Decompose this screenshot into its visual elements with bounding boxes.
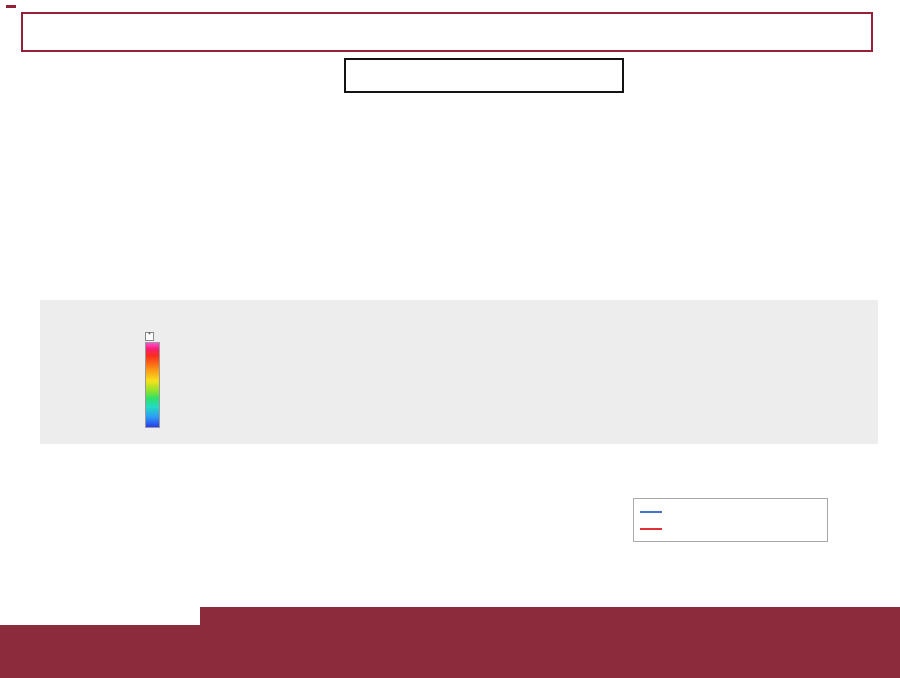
footer-band [0,625,900,678]
stress-panel [40,300,878,444]
moment-annotation-box [344,58,624,93]
deflection-legend [633,498,828,542]
title-box [21,12,873,52]
stress-colorbar [145,342,160,428]
blue-series-dash-icon [640,510,662,513]
stress-max-marker-icon: * [145,332,154,341]
title-accent-dash [6,5,16,8]
stress-legend: * [145,331,167,429]
deflection-legend-item [640,520,821,537]
stress-colorbar-column: * [145,332,160,428]
stress-colorbar-row: * [145,332,167,428]
red-series-dash-icon [640,527,662,530]
deflection-legend-item [640,503,821,520]
moment-chart [0,0,900,300]
